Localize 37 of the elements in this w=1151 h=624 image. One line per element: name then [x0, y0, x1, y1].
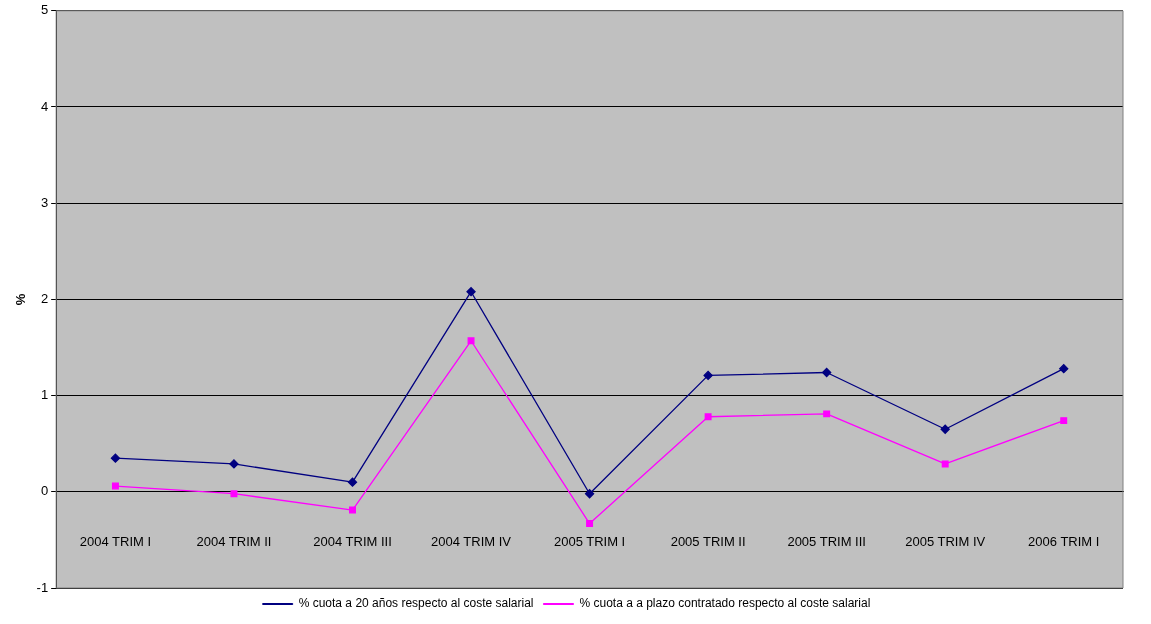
point	[823, 410, 831, 418]
y-axis-title: %	[13, 293, 29, 306]
x-tick-label: 2005 TRIM II	[670, 534, 746, 550]
point	[349, 506, 356, 514]
y-tick-label: 2	[40, 290, 49, 306]
legend-label: % cuota a 20 años respecto al coste salarial	[298, 596, 534, 611]
y-tick-label: -1	[36, 579, 49, 595]
x-tick-label: 2004 TRIM I	[79, 534, 152, 550]
y-tick-label: 4	[40, 98, 49, 114]
legend-label: % cuota a a plazo contratado respecto al coste salarial	[579, 596, 871, 611]
y-tick-label: 0	[40, 483, 49, 499]
point	[467, 337, 475, 345]
x-tick-label: 2005 TRIM I	[553, 534, 626, 550]
y-tick-label: 5	[40, 2, 49, 18]
x-tick-label: 2004 TRIM II	[196, 534, 272, 550]
y-tick-label: 3	[40, 194, 49, 210]
point	[111, 482, 119, 490]
point	[466, 287, 476, 297]
point	[704, 413, 712, 421]
point	[941, 460, 949, 468]
x-tick-label: 2006 TRIM I	[1028, 534, 1100, 550]
y-tick-label: 1	[40, 387, 49, 403]
x-tick-label: 2004 TRIM IV	[431, 534, 512, 550]
point	[347, 477, 358, 487]
point	[1059, 364, 1069, 374]
x-tick-label: 2004 TRIM III	[313, 534, 392, 550]
point	[822, 367, 832, 378]
point	[1060, 417, 1068, 425]
x-tick-label: 2005 TRIM III	[787, 534, 866, 550]
point	[703, 370, 713, 381]
point	[584, 489, 595, 499]
point	[586, 520, 594, 528]
point	[230, 490, 238, 498]
x-tick-label: 2005 TRIM IV	[905, 534, 986, 550]
point	[229, 459, 239, 469]
point	[940, 424, 950, 434]
point	[110, 453, 121, 463]
